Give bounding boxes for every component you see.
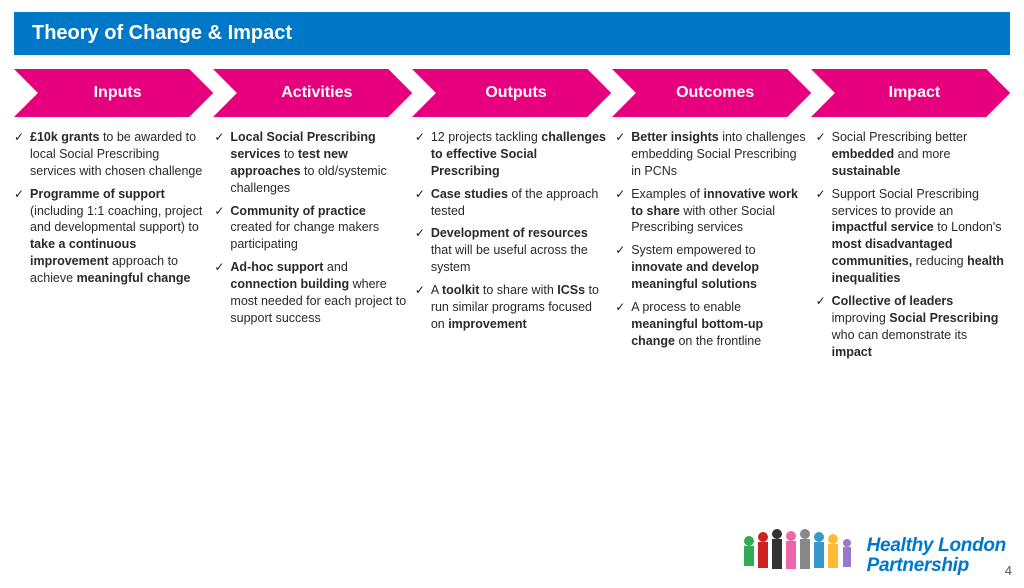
list-item: Collective of leaders improving Social P…: [816, 293, 1010, 361]
arrow-label: Outcomes: [612, 69, 811, 117]
arrow-label: Activities: [213, 69, 412, 117]
list-item: Programme of support (including 1:1 coac…: [14, 186, 208, 287]
arrow-label: Impact: [811, 69, 1010, 117]
col-activities: Local Social Prescribing services to tes…: [214, 129, 408, 366]
arrow-label: Outputs: [412, 69, 611, 117]
list-item: 12 projects tackling challenges to effec…: [415, 129, 609, 180]
list-item: Development of resources that will be us…: [415, 225, 609, 276]
list-item: System empowered to innovate and develop…: [615, 242, 809, 293]
list-item: Better insights into challenges embeddin…: [615, 129, 809, 180]
columns: £10k grants to be awarded to local Socia…: [0, 117, 1024, 366]
list-item: Ad-hoc support and connection building w…: [214, 259, 408, 327]
list-item: Local Social Prescribing services to tes…: [214, 129, 408, 197]
arrow-activities: Activities: [213, 69, 412, 117]
list-item: Case studies of the approach tested: [415, 186, 609, 220]
col-impact: Social Prescribing better embedded and m…: [816, 129, 1010, 366]
list-item: A process to enable meaningful bottom-up…: [615, 299, 809, 350]
col-outcomes: Better insights into challenges embeddin…: [615, 129, 809, 366]
list-item: Social Prescribing better embedded and m…: [816, 129, 1010, 180]
arrow-inputs: Inputs: [14, 69, 213, 117]
list-item: Examples of innovative work to share wit…: [615, 186, 809, 237]
list-item: £10k grants to be awarded to local Socia…: [14, 129, 208, 180]
page-title: Theory of Change & Impact: [32, 22, 292, 44]
arrow-row: Inputs Activities Outputs Outcomes Impac…: [0, 63, 1024, 117]
logo-line1: Healthy London: [867, 536, 1006, 556]
arrow-label: Inputs: [14, 69, 213, 117]
list-item: Support Social Prescribing services to p…: [816, 186, 1010, 287]
logo-text: Healthy London Partnership: [867, 536, 1006, 576]
logo-line2: Partnership: [867, 556, 1006, 576]
footer-logo: Healthy London Partnership: [737, 521, 1006, 576]
col-outputs: 12 projects tackling challenges to effec…: [415, 129, 609, 366]
list-item: Community of practice created for change…: [214, 203, 408, 254]
title-bar: Theory of Change & Impact: [14, 12, 1010, 55]
col-inputs: £10k grants to be awarded to local Socia…: [14, 129, 208, 366]
people-icon: [737, 521, 857, 576]
arrow-outcomes: Outcomes: [612, 69, 811, 117]
arrow-impact: Impact: [811, 69, 1010, 117]
arrow-outputs: Outputs: [412, 69, 611, 117]
list-item: A toolkit to share with ICSs to run simi…: [415, 282, 609, 333]
